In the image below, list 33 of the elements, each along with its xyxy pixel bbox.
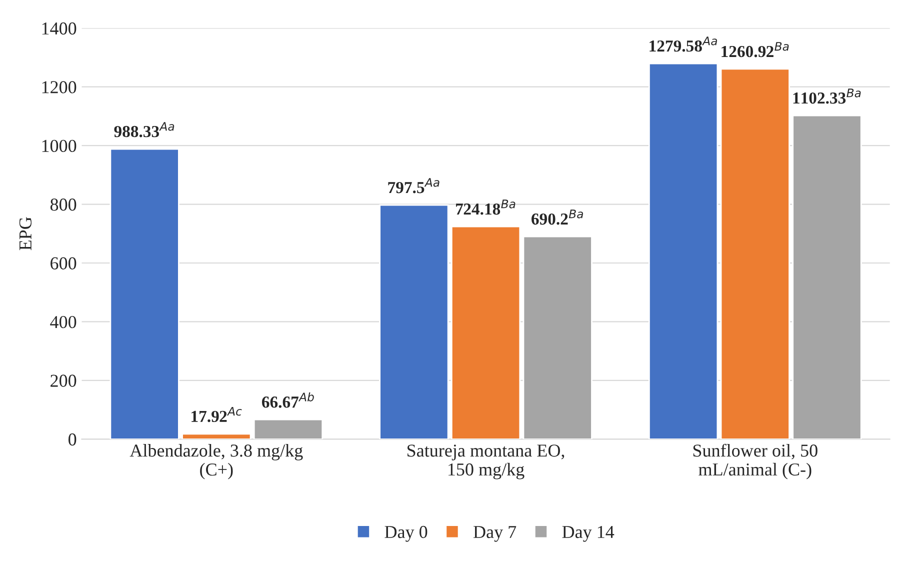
y-axis-title: EPG xyxy=(19,217,32,250)
data-label: 690.2$^{Ba}$ xyxy=(532,210,583,225)
bar xyxy=(720,68,790,440)
y-tick-label: 200 xyxy=(50,374,76,387)
data-label: 797.5$^{Aa}$ xyxy=(388,178,440,194)
legend-label: Day 0 xyxy=(384,526,428,542)
y-tick-label: 1400 xyxy=(42,22,76,35)
bar xyxy=(792,114,862,440)
bar xyxy=(253,418,324,440)
x-tick-label: Satureja montana EO, 150 mg/kg xyxy=(408,444,564,480)
y-tick-label: 1000 xyxy=(42,140,76,152)
data-label: 988.33$^{Aa}$ xyxy=(114,122,174,138)
x-tick-label: Albendazole, 3.8 mg/kg (C+) xyxy=(130,444,303,480)
y-tick-label: 0 xyxy=(68,433,76,446)
bar xyxy=(182,433,252,440)
data-label: 1260.92$^{Ba}$ xyxy=(722,42,789,58)
data-label: 1279.58$^{Aa}$ xyxy=(650,36,718,52)
x-tick-label: Sunflower oil, 50 mL/animal (C-) xyxy=(693,444,818,480)
data-label: 17.92$^{Ac}$ xyxy=(192,406,242,422)
y-tick-label: 600 xyxy=(50,257,76,270)
legend-label: Day 7 xyxy=(474,526,516,542)
legend-label: Day 14 xyxy=(562,526,614,542)
y-tick-label: 1200 xyxy=(42,81,76,94)
bar xyxy=(648,62,718,440)
bar xyxy=(522,236,592,440)
data-label: 1102.33$^{Ba}$ xyxy=(793,88,861,104)
bar xyxy=(379,204,449,440)
data-label: 724.18$^{Ba}$ xyxy=(456,200,516,215)
y-tick-label: 400 xyxy=(50,316,76,328)
bar xyxy=(450,226,521,440)
bar xyxy=(110,148,180,440)
y-tick-label: 800 xyxy=(50,198,76,211)
data-label: 66.67$^{Ab}$ xyxy=(262,392,314,408)
